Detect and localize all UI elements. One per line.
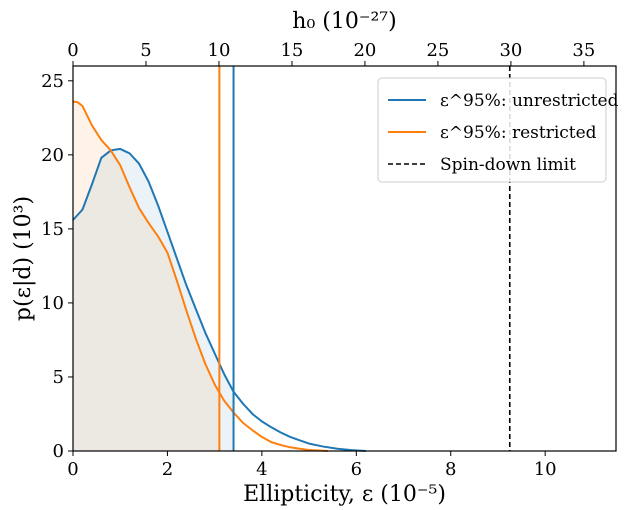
y-tick-label: 25: [41, 71, 64, 92]
top-tick-label: 25: [426, 40, 449, 61]
y-tick-label: 20: [41, 145, 64, 166]
plot-frame: [72, 65, 617, 452]
legend-box: [377, 77, 607, 183]
x-tick-label: 0: [67, 459, 78, 480]
top-tick-label: 10: [208, 40, 231, 61]
y-tick-label: 10: [41, 293, 64, 314]
top-tick-label: 5: [140, 40, 151, 61]
top-tick-label: 20: [353, 40, 376, 61]
x-axis-label: Ellipticity, ε (10⁻⁵): [243, 482, 446, 507]
curve-95-restricted: [72, 100, 329, 452]
x-tick-label: 10: [534, 459, 557, 480]
legend: ε^95%: unrestricted ε^95%: restricted Spin…: [377, 77, 619, 183]
x-tick-label: 8: [445, 459, 456, 480]
legend-label-95-unrestricted: ε^95%: unrestricted: [440, 91, 619, 111]
y-ticks: 0 5 10 15 20 25: [41, 71, 73, 462]
posterior-fills: [73, 101, 234, 452]
x-tick-label: 2: [162, 459, 173, 480]
top-tick-label: 35: [572, 40, 595, 61]
credible-fill-95-restricted: [73, 101, 220, 452]
legend-label-spin-down-limit: Spin-down limit: [440, 155, 576, 175]
top-tick-label: 0: [67, 40, 78, 61]
curve-95-unrestricted: [72, 147, 366, 452]
y-axis-label: p(ε|d) (10³): [11, 196, 36, 321]
top-x-axis-label: h₀ (10⁻²⁷): [292, 9, 396, 34]
y-tick-label: 0: [53, 441, 64, 462]
y-tick-label: 15: [41, 219, 64, 240]
top-tick-label: 15: [280, 40, 303, 61]
top-x-ticks: 0 5 10 15 20 25 30 35: [67, 40, 595, 66]
legend-label-95-restricted: ε^95%: restricted: [440, 123, 597, 143]
top-tick-label: 30: [499, 40, 522, 61]
x-tick-label: 4: [256, 459, 267, 480]
posterior-curves: [72, 100, 366, 452]
x-tick-label: 6: [351, 459, 362, 480]
credible-fill-95-unrestricted: [73, 148, 234, 451]
bottom-x-ticks: 0 2 4 6 8 10: [67, 451, 557, 480]
y-tick-label: 5: [53, 367, 64, 388]
